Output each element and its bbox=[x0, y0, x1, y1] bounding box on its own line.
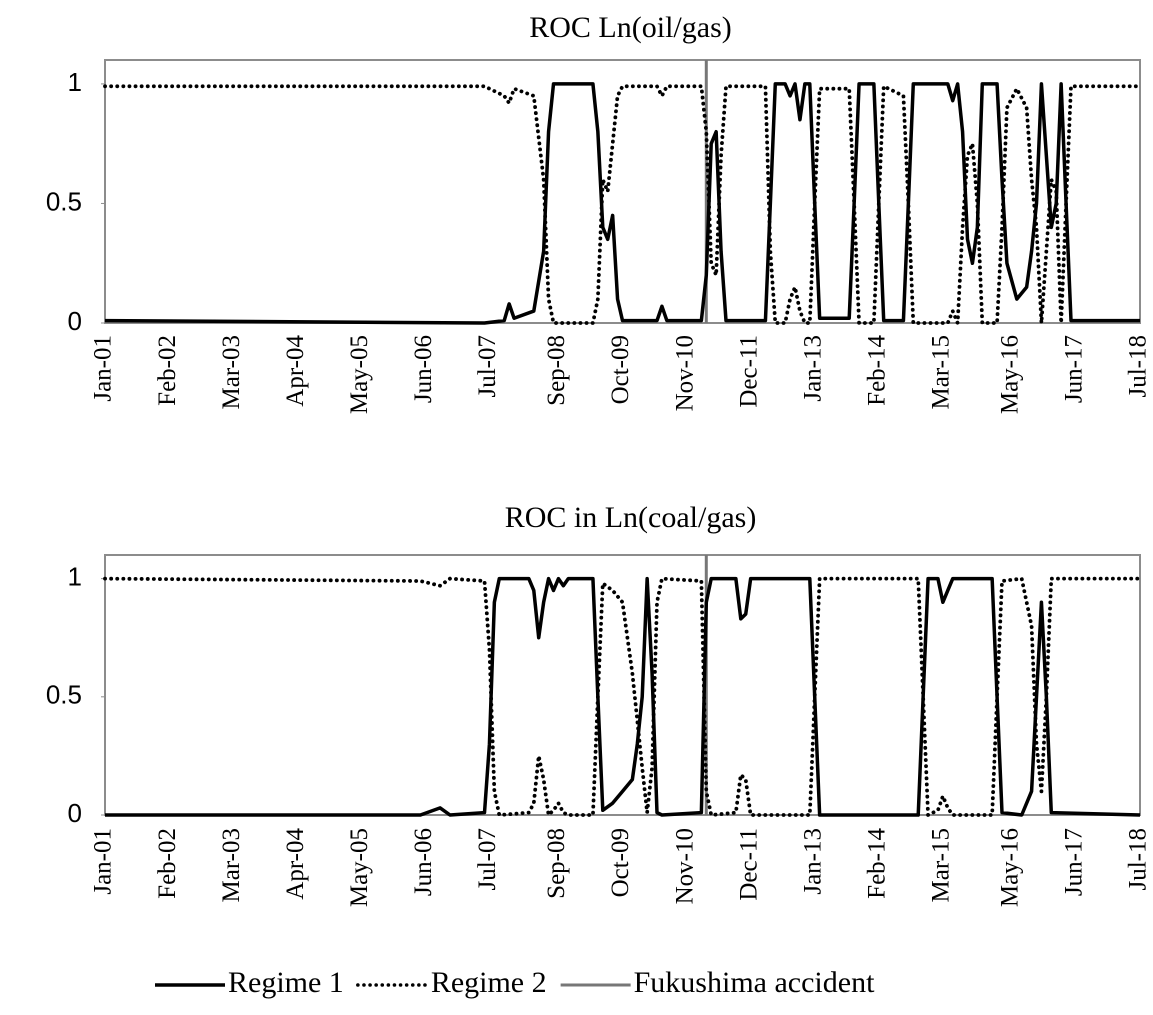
x-tick-label: Mar-15 bbox=[928, 335, 955, 409]
legend-label: Regime 2 bbox=[431, 966, 547, 999]
legend-label: Fukushima accident bbox=[634, 966, 875, 999]
x-tick-label: Nov-10 bbox=[671, 335, 698, 411]
x-tick-label: Sep-08 bbox=[543, 828, 570, 899]
series-line bbox=[105, 576, 1141, 817]
y-tick-label: 0.5 bbox=[46, 680, 82, 710]
y-tick-label: 1 bbox=[68, 67, 82, 97]
plot-frame bbox=[104, 59, 1141, 324]
y-tick-label: 0 bbox=[68, 798, 82, 828]
x-tick-label: May-05 bbox=[346, 335, 373, 414]
x-tick-label: Jun-06 bbox=[410, 828, 437, 896]
x-tick-label: Jun-06 bbox=[410, 335, 437, 403]
series-line-dotted bbox=[103, 576, 1142, 817]
x-tick-label: Mar-15 bbox=[928, 828, 955, 902]
x-tick-label: Jul-07 bbox=[474, 828, 501, 891]
y-tick-label: 0.5 bbox=[46, 186, 82, 216]
x-tick-label: May-05 bbox=[346, 828, 373, 907]
series-line-dotted bbox=[103, 84, 1142, 325]
x-tick-label: Jun-17 bbox=[1061, 828, 1088, 896]
x-tick-label: Jun-17 bbox=[1061, 335, 1088, 403]
x-tick-label: Jan-01 bbox=[90, 335, 117, 402]
x-tick-label: Nov-10 bbox=[671, 828, 698, 904]
series-line bbox=[104, 82, 1140, 325]
x-tick-label: Jul-18 bbox=[1125, 828, 1152, 891]
x-tick-label: Dec-11 bbox=[735, 335, 762, 408]
chart-title: ROC Ln(oil/gas) bbox=[529, 11, 732, 44]
x-tick-label: Jan-13 bbox=[799, 828, 826, 895]
x-tick-label: Feb-14 bbox=[864, 335, 891, 406]
x-tick-label: Apr-04 bbox=[282, 335, 309, 407]
y-tick-label: 1 bbox=[68, 562, 82, 592]
x-tick-label: Jan-01 bbox=[90, 828, 117, 895]
x-tick-label: Feb-02 bbox=[154, 335, 181, 406]
legend-label: Regime 1 bbox=[228, 966, 344, 999]
x-tick-label: Apr-04 bbox=[282, 828, 309, 900]
x-tick-label: Mar-03 bbox=[218, 335, 245, 409]
x-tick-label: Jul-07 bbox=[474, 335, 501, 398]
x-tick-label: Jul-18 bbox=[1125, 335, 1152, 398]
x-tick-label: Sep-08 bbox=[543, 335, 570, 406]
x-tick-label: Oct-09 bbox=[607, 335, 634, 404]
x-tick-label: May-16 bbox=[997, 335, 1024, 414]
y-tick-label: 0 bbox=[68, 306, 82, 336]
x-tick-label: Oct-09 bbox=[607, 828, 634, 897]
x-tick-label: Feb-02 bbox=[154, 828, 181, 899]
plot-frame bbox=[104, 554, 1141, 816]
x-tick-label: Feb-14 bbox=[864, 828, 891, 899]
x-tick-label: May-16 bbox=[997, 828, 1024, 907]
legend: Regime 1 Regime 2 Fukushima accident bbox=[155, 966, 875, 999]
x-tick-label: Dec-11 bbox=[735, 828, 762, 901]
x-tick-label: Jan-13 bbox=[799, 335, 826, 402]
x-tick-label: Mar-03 bbox=[218, 828, 245, 902]
chart-title: ROC in Ln(coal/gas) bbox=[505, 501, 757, 534]
